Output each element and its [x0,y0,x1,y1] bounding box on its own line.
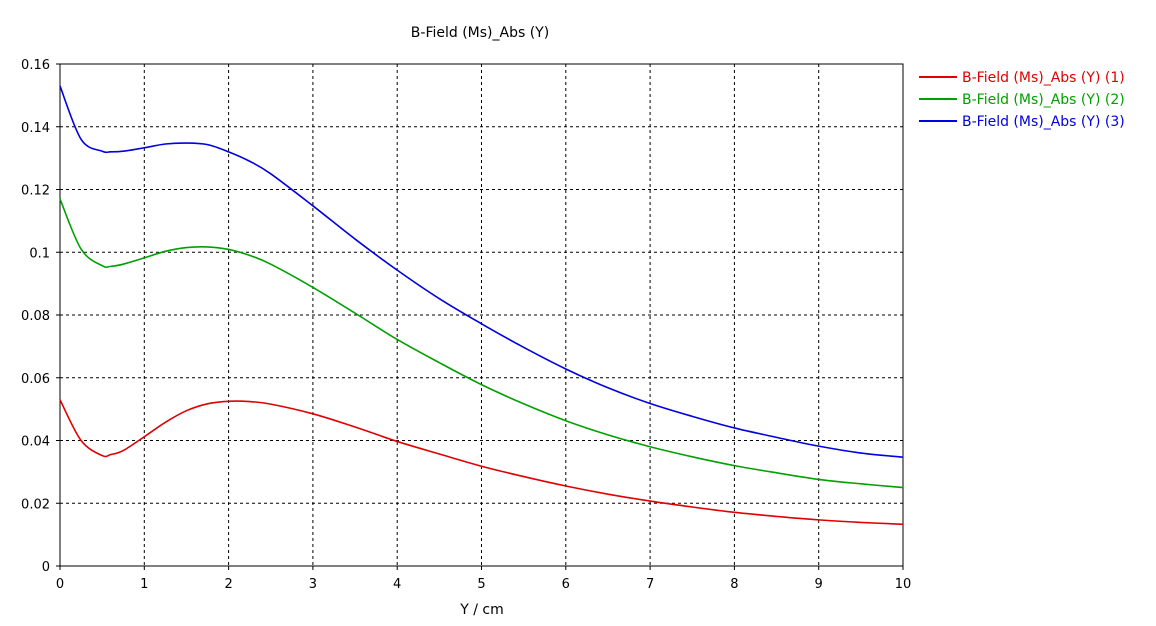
y-tick-label: 0.12 [21,184,50,199]
y-tick-label: 0.14 [21,121,50,136]
x-tick-label: 0 [56,577,64,592]
x-tick-label: 7 [646,577,654,592]
x-tick-label: 2 [224,577,232,592]
x-tick-label: 4 [393,577,401,592]
y-axis-ticks: 0 0.02 0.04 0.06 0.08 0.1 0.12 0.14 0.16 [21,58,60,575]
series-line-3 [59,85,904,458]
y-tick-label: 0.04 [21,435,50,450]
legend-label: B-Field (Ms)_Abs (Y) (1) [962,70,1125,86]
x-tick-label: 6 [562,577,570,592]
x-tick-label: 10 [895,577,912,592]
x-tick-label: 8 [730,577,738,592]
legend-item-1[interactable]: B-Field (Ms)_Abs (Y) (1) [919,70,1125,86]
y-tick-label: 0.16 [21,58,50,73]
x-tick-label: 9 [815,577,823,592]
legend-item-2[interactable]: B-Field (Ms)_Abs (Y) (2) [919,92,1125,108]
x-axis-ticks: 0 1 2 3 4 5 6 7 8 9 10 [56,566,911,592]
x-tick-label: 3 [309,577,317,592]
y-tick-label: 0.08 [21,309,50,324]
series-line-2 [59,198,904,489]
chart-title: B-Field (Ms)_Abs (Y) [411,25,549,41]
series-group [59,85,904,526]
legend[interactable]: B-Field (Ms)_Abs (Y) (1) B-Field (Ms)_Abs… [919,70,1125,130]
grid [60,64,903,566]
x-tick-label: 1 [140,577,148,592]
series-line-1 [59,399,904,526]
legend-label: B-Field (Ms)_Abs (Y) (2) [962,92,1125,108]
legend-label: B-Field (Ms)_Abs (Y) (3) [962,114,1125,130]
y-tick-label: 0.1 [29,246,50,261]
y-tick-label: 0.02 [21,497,50,512]
y-tick-label: 0.06 [21,372,50,387]
x-tick-label: 5 [477,577,485,592]
x-axis-title: Y / cm [459,602,504,618]
legend-item-3[interactable]: B-Field (Ms)_Abs (Y) (3) [919,114,1125,130]
y-tick-label: 0 [42,560,50,575]
